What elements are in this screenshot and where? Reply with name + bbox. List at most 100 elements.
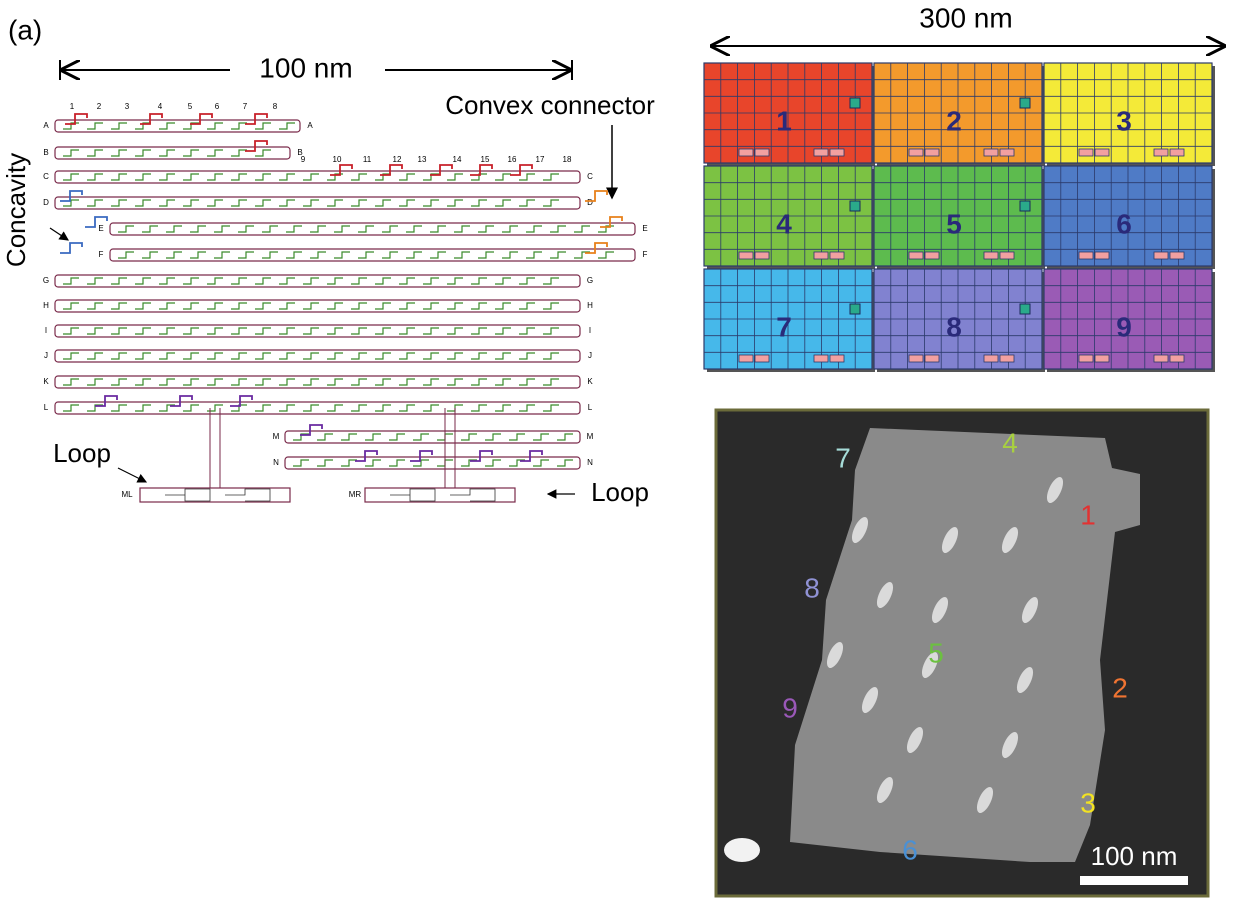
- staple: [423, 327, 439, 335]
- staple: [447, 199, 463, 207]
- edge-staple: [170, 395, 193, 407]
- staple: [310, 225, 326, 233]
- staple: [406, 225, 422, 233]
- row-label: B: [297, 148, 302, 157]
- row-label: E: [642, 224, 647, 233]
- staple: [142, 251, 158, 259]
- afm-label: 3: [1080, 787, 1096, 818]
- staple: [87, 404, 103, 412]
- staple: [63, 327, 79, 335]
- staple: [317, 459, 333, 467]
- staple: [351, 352, 367, 360]
- marker-pad: [829, 354, 845, 363]
- staple: [183, 352, 199, 360]
- staple: [557, 433, 573, 441]
- staple: [358, 225, 374, 233]
- staple: [231, 199, 247, 207]
- marker-pad: [829, 148, 845, 157]
- staple: [423, 378, 439, 386]
- staple: [207, 302, 223, 310]
- staple: [519, 352, 535, 360]
- staple: [166, 251, 182, 259]
- staple: [118, 251, 134, 259]
- row-label: C: [43, 172, 49, 181]
- staple: [485, 459, 501, 467]
- helix-row: [54, 274, 581, 288]
- staple: [399, 302, 415, 310]
- staple: [471, 199, 487, 207]
- staple: [111, 302, 127, 310]
- staple: [159, 302, 175, 310]
- staple: [111, 149, 127, 157]
- edge-staple: [85, 216, 108, 228]
- afm-label: 9: [782, 692, 798, 723]
- loop: [364, 487, 516, 503]
- bright-spot: [976, 787, 994, 813]
- staple: [365, 433, 381, 441]
- staple: [543, 352, 559, 360]
- staple: [519, 199, 535, 207]
- tile-number: 8: [946, 311, 962, 342]
- staple: [495, 277, 511, 285]
- staple: [293, 459, 309, 467]
- column-label: 18: [563, 155, 572, 164]
- staple: [519, 404, 535, 412]
- staple: [351, 302, 367, 310]
- staple: [303, 199, 319, 207]
- staple: [598, 251, 614, 259]
- bright-spot: [1016, 667, 1034, 693]
- staple: [63, 277, 79, 285]
- column-label: 1: [70, 102, 75, 111]
- staple: [557, 459, 573, 467]
- row-label: H: [43, 301, 49, 310]
- staple: [231, 302, 247, 310]
- staple: [519, 277, 535, 285]
- column-label: 7: [243, 102, 248, 111]
- row-label: B: [43, 148, 48, 157]
- edge-staple: [190, 113, 213, 125]
- staple: [303, 404, 319, 412]
- marker-pad: [813, 251, 829, 260]
- staple: [183, 327, 199, 335]
- marker-pad: [1078, 251, 1094, 260]
- staple: [159, 199, 175, 207]
- staple: [495, 173, 511, 181]
- staple: [413, 433, 429, 441]
- staple: [279, 277, 295, 285]
- connector: [849, 200, 861, 212]
- connector: [1019, 303, 1031, 315]
- marker-pad: [738, 148, 754, 157]
- staple: [159, 378, 175, 386]
- staple: [231, 352, 247, 360]
- staple: [519, 378, 535, 386]
- marker-pad: [924, 148, 940, 157]
- staple: [574, 225, 590, 233]
- staple: [231, 173, 247, 181]
- tile-number: 4: [776, 208, 792, 239]
- helix-row: [54, 375, 581, 389]
- staple: [389, 459, 405, 467]
- bright-spot: [931, 597, 949, 623]
- staple: [207, 352, 223, 360]
- staple: [286, 251, 302, 259]
- afm-label: 1: [1080, 499, 1096, 530]
- staple: [303, 378, 319, 386]
- staple: [255, 277, 271, 285]
- row-label: D: [587, 198, 593, 207]
- staple: [375, 378, 391, 386]
- column-label: 2: [97, 102, 102, 111]
- staple: [135, 302, 151, 310]
- tile-number: 1: [776, 105, 792, 136]
- tile-number: 7: [776, 311, 792, 342]
- marker-pad: [999, 354, 1015, 363]
- staple: [207, 378, 223, 386]
- staple: [543, 404, 559, 412]
- staple: [190, 225, 206, 233]
- marker-pad: [754, 148, 770, 157]
- helix-row: [54, 196, 581, 210]
- marker-pad: [754, 251, 770, 260]
- helix-row: [54, 146, 291, 160]
- scale-label: 100 nm: [1091, 841, 1178, 871]
- edge-staple: [470, 164, 493, 176]
- staple: [399, 404, 415, 412]
